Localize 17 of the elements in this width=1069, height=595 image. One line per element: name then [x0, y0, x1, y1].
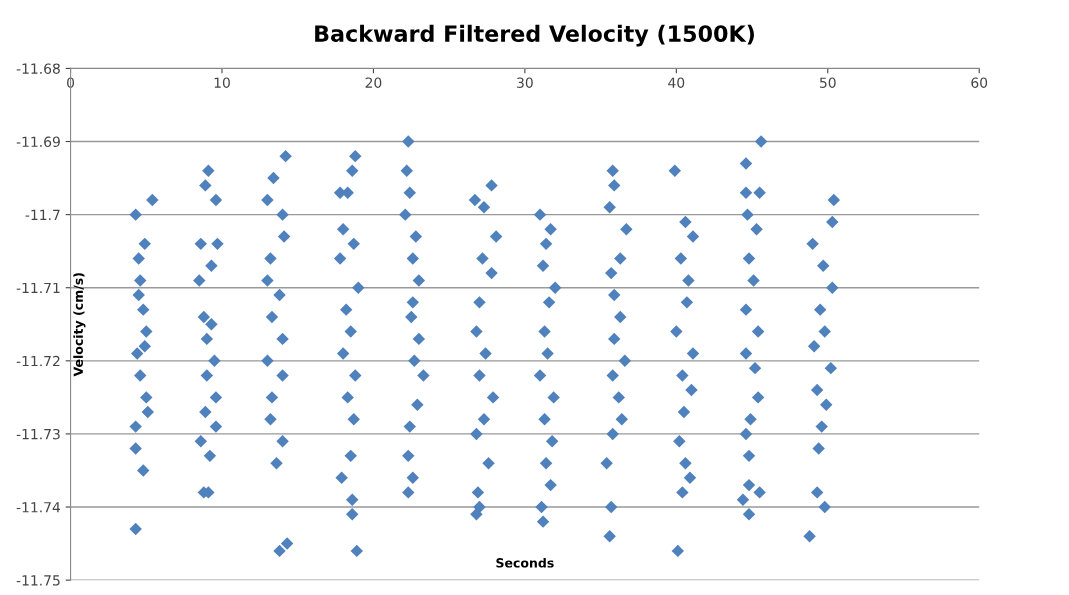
x-tick-label: 60	[971, 77, 988, 88]
y-tick-label: -11.74	[16, 502, 61, 513]
y-tick-label: -11.7	[25, 209, 60, 220]
y-axis-title: Velocity (cm/s)	[73, 273, 86, 377]
y-tick-label: -11.71	[16, 282, 60, 293]
x-tick-label: 10	[214, 77, 230, 88]
x-tick-label: 40	[668, 77, 685, 88]
x-tick-label: 50	[820, 77, 836, 88]
y-tick-label: -11.75	[16, 575, 60, 586]
x-tick-label: 20	[365, 77, 382, 88]
y-tick-label: -11.73	[16, 428, 60, 440]
chart-title: Backward Filtered Velocity (1500K)	[315, 24, 754, 47]
x-tick-label: 30	[517, 77, 533, 88]
y-tick-label: -11.72	[16, 355, 60, 367]
x-axis-title: Seconds	[496, 557, 554, 568]
y-tick-label: -11.69	[16, 136, 60, 147]
y-tick-label: -11.68	[16, 63, 60, 74]
